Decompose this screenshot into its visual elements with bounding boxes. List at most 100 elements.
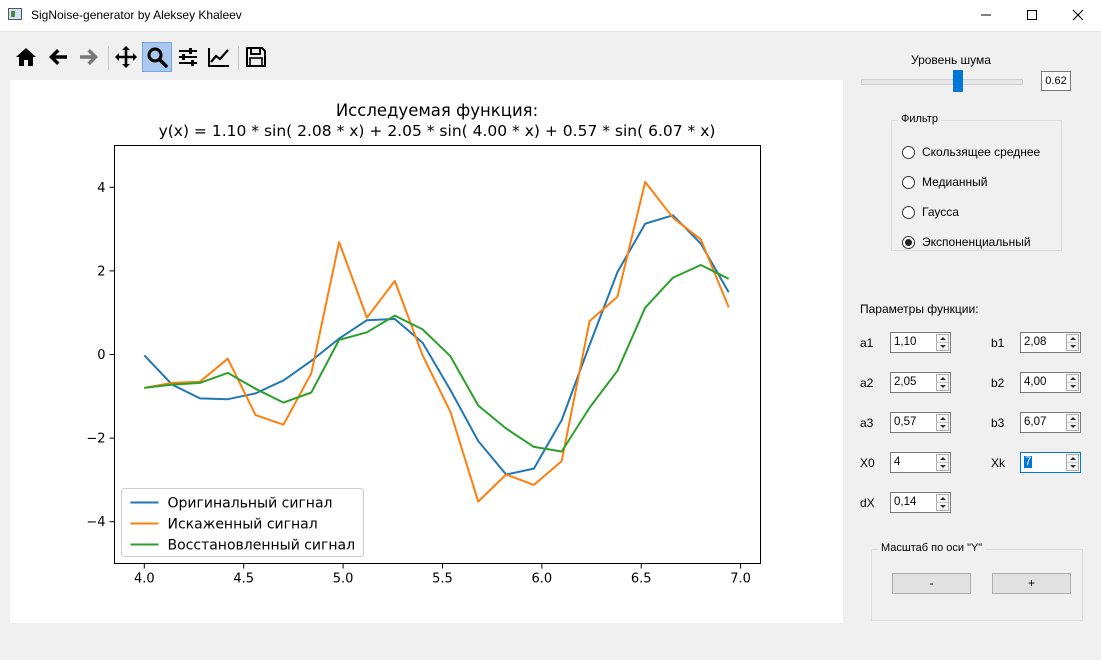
radio-button-checked[interactable] xyxy=(902,235,915,249)
arrow-down-icon xyxy=(939,425,946,428)
spin-down-button[interactable] xyxy=(1067,423,1078,430)
arrow-down-icon xyxy=(939,385,946,388)
param-dx-spinbox[interactable]: 0,14 xyxy=(890,492,951,513)
save-figure-button[interactable] xyxy=(241,42,271,72)
filter-option-label: Медианный xyxy=(922,175,988,189)
y-scale-plus-button[interactable]: + xyxy=(992,573,1071,594)
arrow-down-icon xyxy=(1069,465,1076,468)
param-a2-spinbox[interactable]: 2,05 xyxy=(890,372,951,393)
series-line-2 xyxy=(144,264,730,453)
spin-up-button[interactable] xyxy=(937,335,948,343)
arrow-up-icon xyxy=(1069,337,1076,340)
filter-option-moving-average[interactable]: Скользящее среднее xyxy=(902,145,1040,159)
series-line-1 xyxy=(144,180,730,503)
toolbar-separator xyxy=(108,46,109,70)
spin-up-button[interactable] xyxy=(1067,455,1078,463)
spin-down-button[interactable] xyxy=(937,343,948,350)
home-button[interactable] xyxy=(11,42,41,72)
spin-down-button[interactable] xyxy=(937,423,948,430)
pan-icon xyxy=(115,46,137,68)
y-scale-group: Масштаб по оси "Y" - + xyxy=(871,542,1083,621)
radio-button[interactable] xyxy=(902,175,915,189)
param-b2-spinbox[interactable]: 4,00 xyxy=(1020,372,1081,393)
noise-slider-track[interactable] xyxy=(861,79,1023,85)
spin-up-button[interactable] xyxy=(937,455,948,463)
param-xk-spinbox[interactable]: 7 xyxy=(1020,452,1081,473)
close-icon xyxy=(1072,9,1084,21)
spin-down-button[interactable] xyxy=(937,383,948,390)
window-title: SigNoise-generator by Aleksey Khaleev xyxy=(31,8,242,22)
noise-value-field[interactable]: 0.62 xyxy=(1041,71,1071,91)
spin-down-button[interactable] xyxy=(1067,383,1078,390)
spin-up-button[interactable] xyxy=(1067,375,1078,383)
y-scale-group-title: Масштаб по оси "Y" xyxy=(878,542,986,554)
spin-up-button[interactable] xyxy=(1067,335,1078,343)
filter-option-median[interactable]: Медианный xyxy=(902,175,988,189)
arrow-down-icon xyxy=(939,505,946,508)
edit-axes-button[interactable] xyxy=(204,42,234,72)
spin-down-button[interactable] xyxy=(1067,463,1078,470)
y-scale-minus-button[interactable]: - xyxy=(892,573,971,594)
spin-up-button[interactable] xyxy=(1067,415,1078,423)
filter-option-label: Экспоненциальный xyxy=(922,235,1031,249)
line-chart: Исследуемая функция: y(x) = 1.10 * sin( … xyxy=(86,101,761,587)
noise-slider-handle[interactable] xyxy=(953,70,963,92)
param-label-xk: Xk xyxy=(991,456,1006,470)
zoom-button[interactable] xyxy=(142,42,172,72)
forward-button[interactable] xyxy=(74,42,104,72)
x-tick-label: 4.5 xyxy=(233,572,254,587)
radio-button[interactable] xyxy=(902,145,915,159)
spin-down-button[interactable] xyxy=(937,463,948,470)
legend-label-0: Оригинальный сигнал xyxy=(168,496,333,512)
y-tick-label: −4 xyxy=(86,515,105,530)
chart-title: Исследуемая функция: xyxy=(336,101,538,120)
y-tick-label: −2 xyxy=(86,432,105,447)
param-label-dx: dX xyxy=(860,496,875,510)
filter-group: Фильтр Скользящее среднее Медианный Гаус… xyxy=(891,113,1062,251)
spin-down-button[interactable] xyxy=(937,503,948,510)
filter-option-exponential[interactable]: Экспоненциальный xyxy=(902,235,1031,249)
back-button[interactable] xyxy=(43,42,73,72)
axes-edit-icon xyxy=(208,48,229,67)
spinbox-value: 4 xyxy=(894,456,901,468)
x-tick-label: 5.5 xyxy=(432,572,453,587)
arrow-down-icon xyxy=(939,465,946,468)
close-button[interactable] xyxy=(1055,0,1101,31)
arrow-up-icon xyxy=(1069,377,1076,380)
radio-button[interactable] xyxy=(902,205,915,219)
subplots-button[interactable] xyxy=(173,42,203,72)
param-a1-spinbox[interactable]: 1,10 xyxy=(890,332,951,353)
legend-label-1: Искаженный сигнал xyxy=(168,517,318,533)
spin-up-button[interactable] xyxy=(937,415,948,423)
forward-arrow-icon xyxy=(80,49,98,65)
spin-up-button[interactable] xyxy=(937,375,948,383)
minimize-icon xyxy=(981,14,991,16)
y-tick-label: 4 xyxy=(97,181,105,196)
plot-canvas[interactable]: Исследуемая функция: y(x) = 1.10 * sin( … xyxy=(10,80,843,623)
param-label-b2: b2 xyxy=(991,376,1005,390)
series-line-0 xyxy=(143,214,730,476)
app-icon xyxy=(8,8,22,20)
param-b3-spinbox[interactable]: 6,07 xyxy=(1020,412,1081,433)
maximize-button[interactable] xyxy=(1009,0,1055,31)
param-label-b3: b3 xyxy=(991,416,1005,430)
arrow-down-icon xyxy=(1069,425,1076,428)
minimize-button[interactable] xyxy=(963,0,1009,31)
param-x0-spinbox[interactable]: 4 xyxy=(890,452,951,473)
spin-down-button[interactable] xyxy=(1067,343,1078,350)
param-b1-spinbox[interactable]: 2,08 xyxy=(1020,332,1081,353)
arrow-down-icon xyxy=(939,345,946,348)
arrow-up-icon xyxy=(939,377,946,380)
filter-option-gauss[interactable]: Гаусса xyxy=(902,205,959,219)
y-tick-label: 2 xyxy=(97,264,105,279)
spin-up-button[interactable] xyxy=(937,495,948,503)
chart-legend xyxy=(121,488,364,557)
back-arrow-icon xyxy=(49,49,67,65)
spinbox-value: 0,14 xyxy=(894,496,917,508)
param-a3-spinbox[interactable]: 0,57 xyxy=(890,412,951,433)
title-bar: SigNoise-generator by Aleksey Khaleev xyxy=(0,0,1101,32)
arrow-up-icon xyxy=(939,337,946,340)
arrow-up-icon xyxy=(939,497,946,500)
arrow-down-icon xyxy=(1069,345,1076,348)
pan-button[interactable] xyxy=(111,42,141,72)
